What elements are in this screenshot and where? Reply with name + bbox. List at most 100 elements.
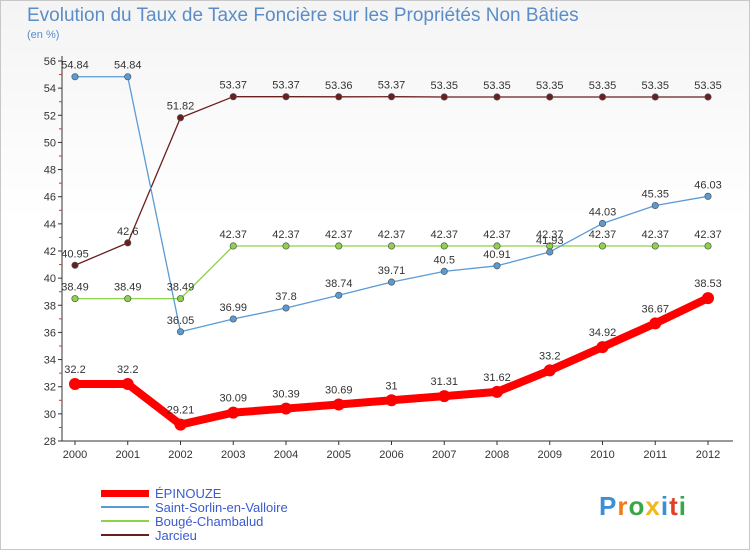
data-label: 53.35 xyxy=(694,80,722,92)
data-label: 42.37 xyxy=(219,229,247,241)
y-tick-label: 42 xyxy=(44,246,56,258)
data-label: 42.37 xyxy=(641,229,669,241)
data-point xyxy=(651,242,659,250)
data-label: 36.67 xyxy=(641,303,669,315)
data-point xyxy=(598,93,607,101)
data-label: 33.2 xyxy=(539,350,560,362)
data-point xyxy=(174,418,187,431)
data-label: 32.2 xyxy=(117,364,138,376)
data-label: 37.8 xyxy=(275,291,296,303)
legend-label: Saint-Sorlin-en-Valloire xyxy=(155,499,288,515)
data-point xyxy=(440,242,448,250)
data-label: 54.84 xyxy=(61,60,89,72)
data-label: 42.37 xyxy=(483,229,511,241)
y-tick-label: 40 xyxy=(44,273,56,285)
data-point xyxy=(493,262,501,270)
data-point xyxy=(176,328,185,336)
y-tick-label: 30 xyxy=(44,409,56,421)
data-point xyxy=(282,304,290,312)
data-label: 41.93 xyxy=(536,235,564,247)
data-point xyxy=(493,242,501,250)
data-label: 53.35 xyxy=(536,80,564,92)
data-label: 53.35 xyxy=(483,80,511,92)
data-label: 54.84 xyxy=(114,60,142,72)
data-label: 39.71 xyxy=(378,265,406,277)
y-tick-label: 38 xyxy=(44,300,56,312)
x-tick-label: 2001 xyxy=(116,449,140,461)
data-label: 38.49 xyxy=(114,282,142,294)
logo-letter: P xyxy=(599,491,618,521)
data-label: 53.35 xyxy=(641,80,669,92)
data-label: 42.6 xyxy=(117,226,138,238)
data-point xyxy=(282,242,290,250)
data-label: 31 xyxy=(385,380,397,392)
data-point xyxy=(702,292,714,305)
data-point xyxy=(124,295,132,303)
y-tick-label: 54 xyxy=(44,83,56,95)
data-label: 53.36 xyxy=(325,80,353,92)
y-tick-label: 28 xyxy=(44,436,56,448)
legend-item: Jarcieu xyxy=(101,527,288,543)
data-point xyxy=(335,291,343,299)
data-point xyxy=(121,378,134,390)
data-point xyxy=(651,93,659,101)
logo-letter: i xyxy=(678,491,687,521)
data-point xyxy=(649,317,662,330)
y-tick-label: 50 xyxy=(44,137,56,149)
logo-letter: x xyxy=(645,491,661,521)
data-label: 42.37 xyxy=(536,229,564,241)
x-tick-label: 2002 xyxy=(168,449,192,461)
data-label: 40.91 xyxy=(483,249,511,261)
data-label: 42.37 xyxy=(589,229,617,241)
data-label: 42.37 xyxy=(378,229,406,241)
legend-label: Jarcieu xyxy=(155,527,197,543)
data-point xyxy=(71,73,79,81)
data-point xyxy=(387,93,396,101)
x-tick-label: 2007 xyxy=(432,449,456,461)
data-label: 29.21 xyxy=(167,405,195,417)
data-label: 53.37 xyxy=(219,80,247,92)
x-tick-label: 2006 xyxy=(379,449,403,461)
logo-letter: r xyxy=(617,491,629,521)
y-tick-label: 56 xyxy=(44,56,56,68)
data-label: 31.31 xyxy=(430,376,458,388)
data-label: 42.37 xyxy=(272,229,300,241)
data-label: 31.62 xyxy=(483,372,511,384)
legend-swatch xyxy=(101,489,149,497)
x-tick-label: 2009 xyxy=(538,449,562,461)
legend-label: Bougé-Chambalud xyxy=(155,513,264,529)
data-label: 53.37 xyxy=(378,80,406,92)
legend-label: ÉPINOUZE xyxy=(155,485,222,501)
y-tick-label: 36 xyxy=(44,327,56,339)
data-point xyxy=(387,278,396,286)
data-point xyxy=(124,239,132,247)
data-point xyxy=(229,242,237,250)
data-label: 42.37 xyxy=(694,229,722,241)
data-point xyxy=(546,248,554,256)
data-point xyxy=(546,93,554,101)
legend-item: ÉPINOUZE xyxy=(101,485,288,501)
data-point xyxy=(651,201,659,210)
x-tick-label: 2000 xyxy=(63,449,87,461)
data-point xyxy=(335,242,343,250)
data-point xyxy=(332,398,345,411)
logo-letter: o xyxy=(628,491,646,521)
data-point xyxy=(229,93,237,101)
data-label: 40.5 xyxy=(434,254,455,266)
data-label: 30.69 xyxy=(325,384,353,396)
legend: ÉPINOUZE Saint-Sorlin-en-Valloire Bougé-Ch… xyxy=(101,485,288,543)
data-label: 36.99 xyxy=(219,302,247,314)
data-point xyxy=(229,315,237,323)
y-tick-label: 48 xyxy=(44,165,56,177)
data-point xyxy=(124,73,132,81)
y-tick-label: 44 xyxy=(44,219,56,231)
data-point xyxy=(176,295,185,303)
data-point xyxy=(596,341,609,354)
data-label: 34.92 xyxy=(589,327,617,339)
x-tick-label: 2003 xyxy=(221,449,245,461)
data-point xyxy=(335,93,343,101)
y-tick-label: 32 xyxy=(44,382,56,394)
data-label: 30.39 xyxy=(272,389,300,401)
data-label: 45.35 xyxy=(641,189,669,201)
